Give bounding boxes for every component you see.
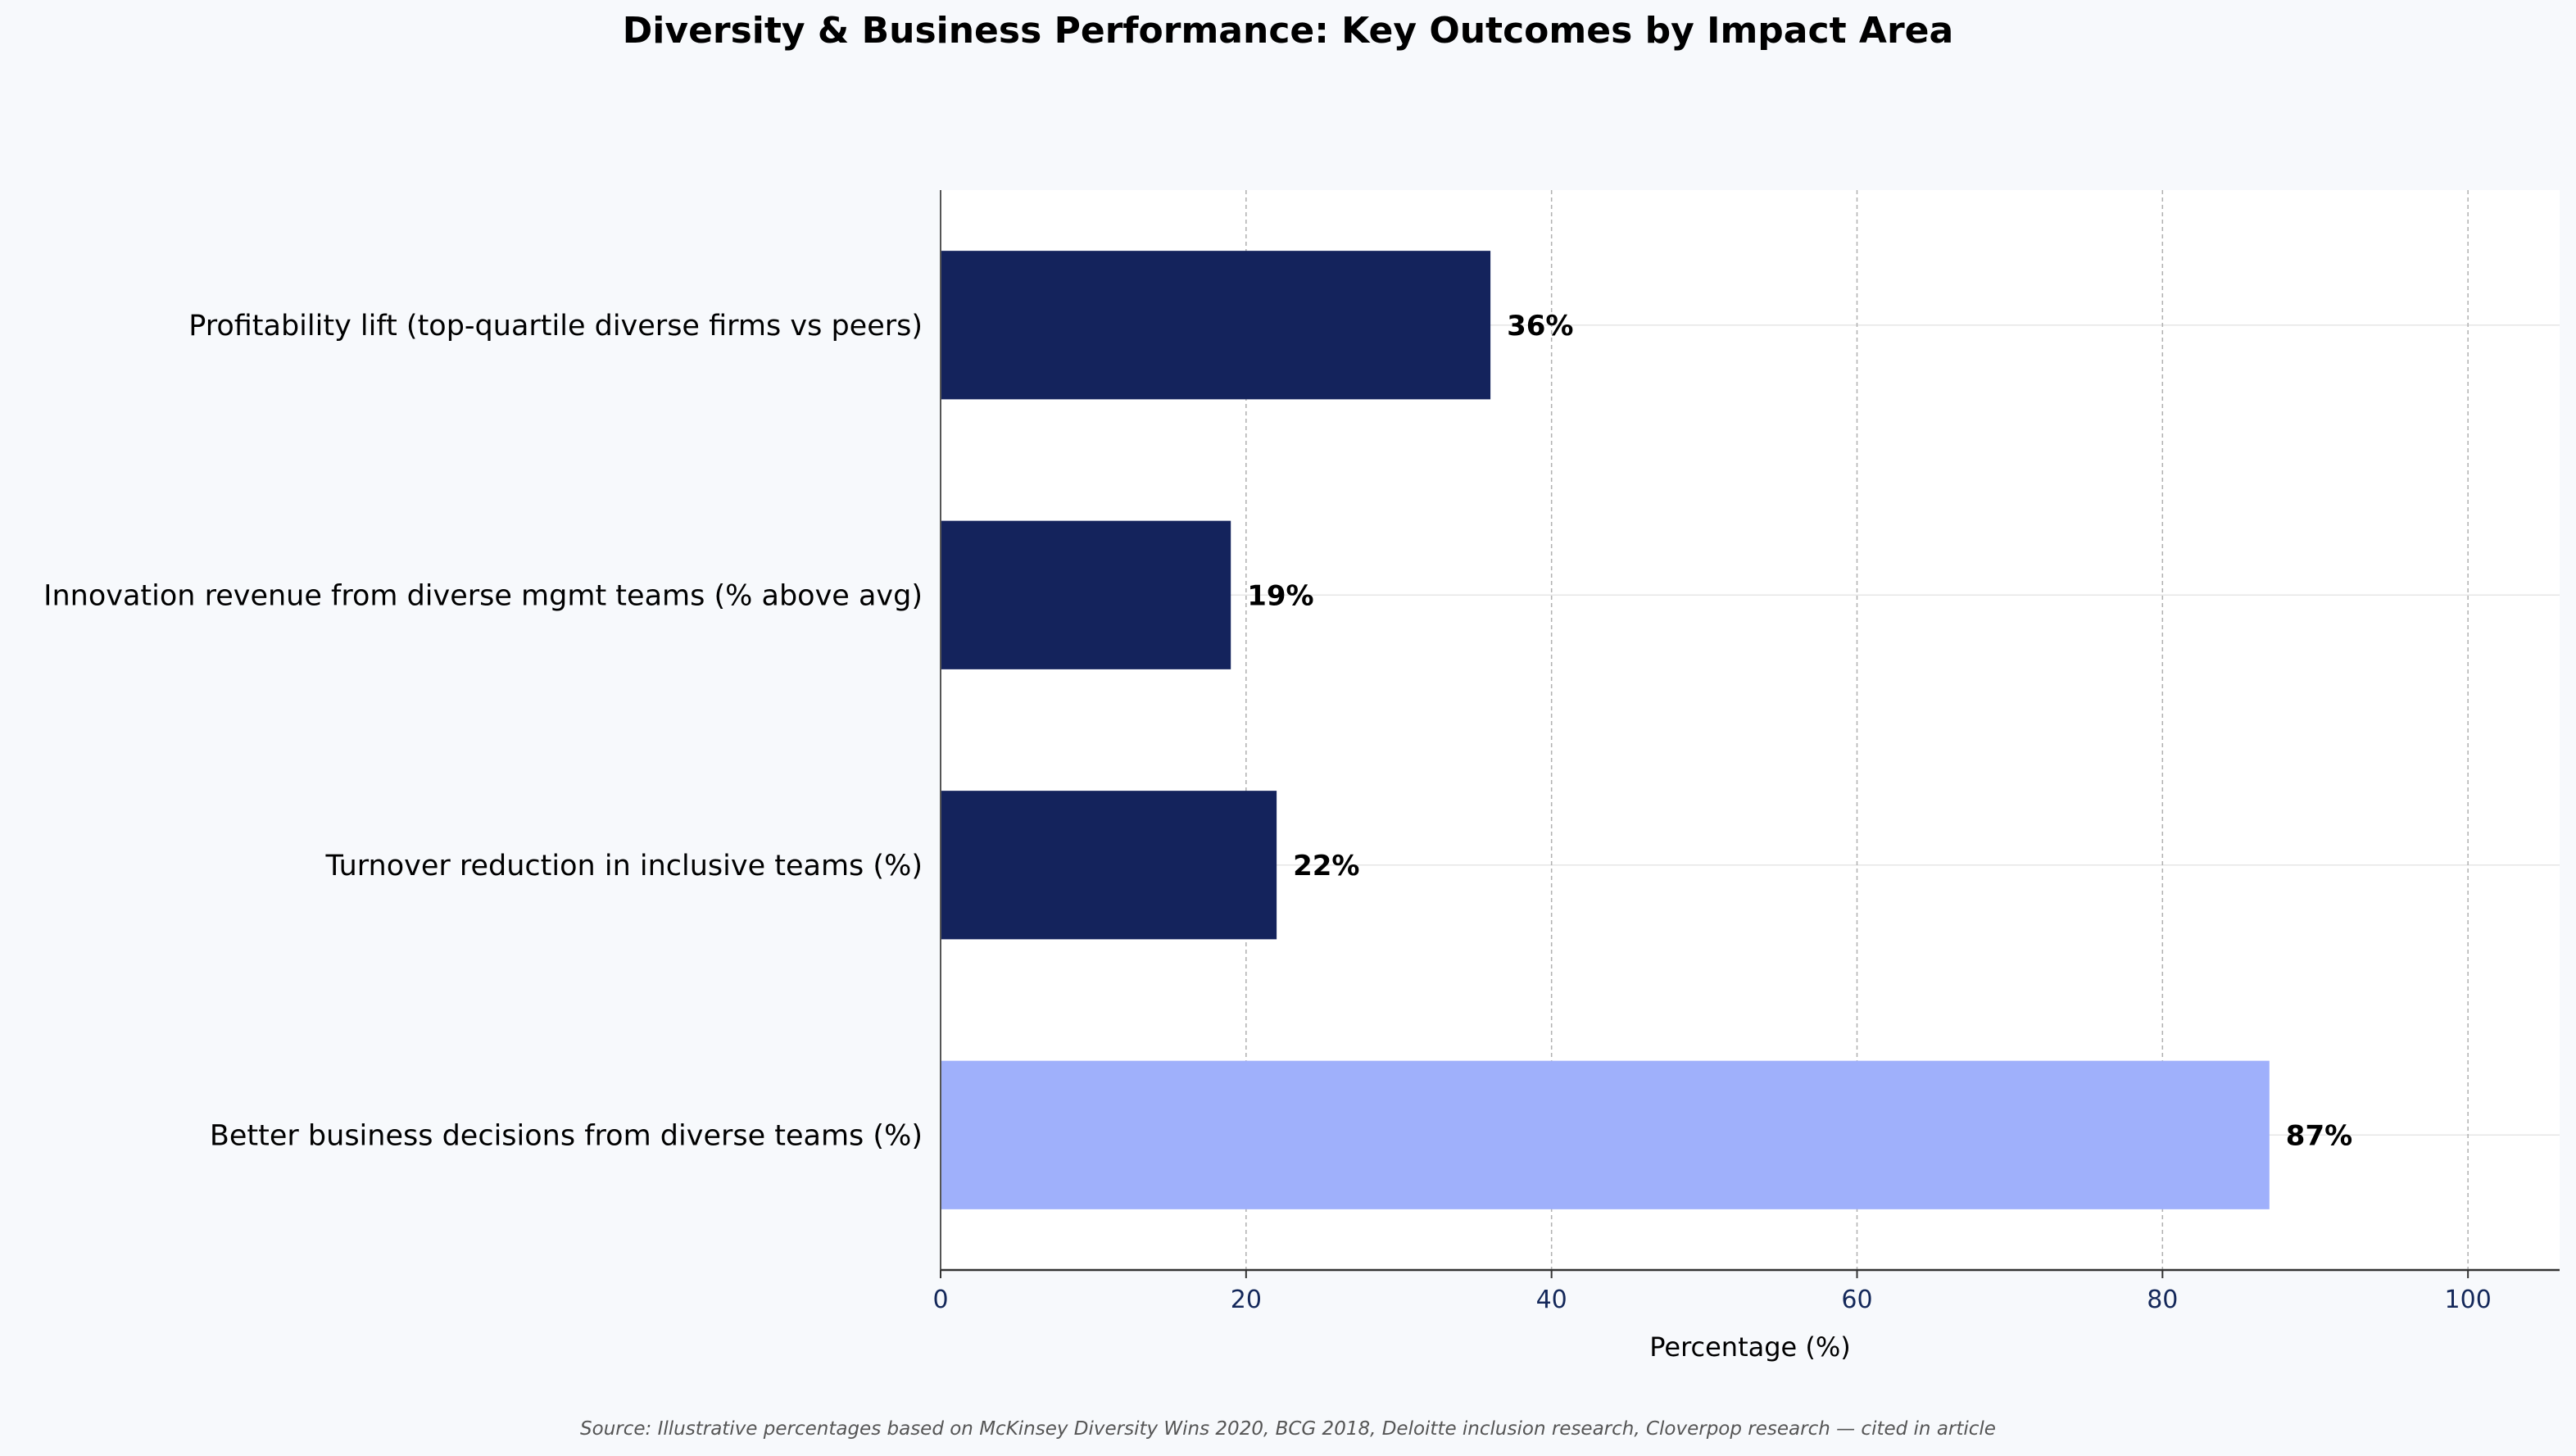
category-label: Innovation revenue from diverse mgmt tea… (43, 579, 923, 612)
bars (941, 251, 2270, 1209)
chart-title: Diversity & Business Performance: Key Ou… (623, 10, 1953, 52)
x-tick-label: 40 (1536, 1286, 1567, 1314)
x-axis-ticks: 0 20 40 60 80 100 (932, 1270, 2492, 1314)
bar (941, 1060, 2270, 1209)
x-tick-label: 80 (2147, 1286, 2178, 1314)
category-label: Profitability lift (top-quartile diverse… (188, 310, 923, 342)
x-tick-label: 20 (1231, 1286, 1262, 1314)
x-tick-label: 100 (2445, 1286, 2492, 1314)
bar (941, 251, 1491, 400)
category-label: Better business decisions from diverse t… (210, 1119, 923, 1152)
data-labels: 36% 19% 22% 87% (1247, 310, 2352, 1153)
source-note: Source: Illustrative percentages based o… (580, 1418, 1996, 1440)
x-tick-label: 60 (1841, 1286, 1872, 1314)
bar (941, 791, 1277, 940)
x-axis-label: Percentage (%) (1649, 1331, 1851, 1363)
x-tick-label: 0 (932, 1286, 948, 1314)
bar-value-label: 19% (1247, 579, 1313, 612)
category-label: Turnover reduction in inclusive teams (%… (325, 850, 923, 882)
bar-value-label: 22% (1293, 850, 1359, 882)
bar-value-label: 87% (2286, 1119, 2352, 1152)
bar (941, 520, 1231, 669)
bar-value-label: 36% (1507, 310, 1573, 342)
category-labels: Profitability lift (top-quartile diverse… (43, 310, 923, 1153)
